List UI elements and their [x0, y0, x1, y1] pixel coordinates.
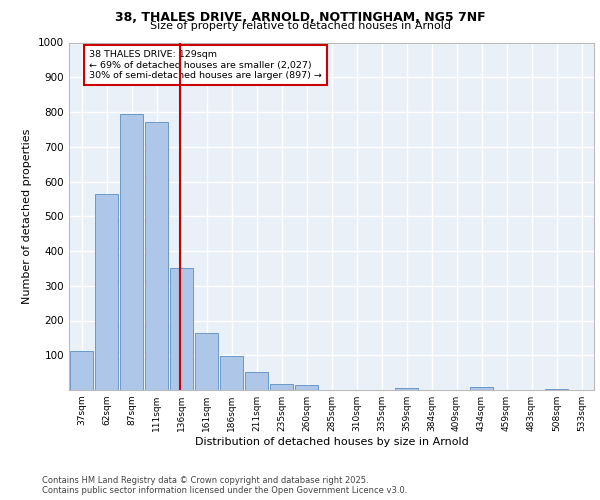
Bar [70, 350, 93, 390]
Bar [395, 388, 418, 390]
Bar [545, 389, 568, 390]
Bar [170, 268, 193, 390]
Text: Contains HM Land Registry data © Crown copyright and database right 2025.
Contai: Contains HM Land Registry data © Crown c… [42, 476, 407, 495]
Bar [295, 386, 318, 390]
Text: 38 THALES DRIVE: 129sqm
← 69% of detached houses are smaller (2,027)
30% of semi: 38 THALES DRIVE: 129sqm ← 69% of detache… [89, 50, 322, 80]
Text: Size of property relative to detached houses in Arnold: Size of property relative to detached ho… [149, 21, 451, 31]
Bar [195, 332, 218, 390]
Bar [470, 387, 493, 390]
Bar [245, 372, 268, 390]
Bar [120, 114, 143, 390]
Bar [270, 384, 293, 390]
Text: 38, THALES DRIVE, ARNOLD, NOTTINGHAM, NG5 7NF: 38, THALES DRIVE, ARNOLD, NOTTINGHAM, NG… [115, 11, 485, 24]
Bar [95, 194, 118, 390]
Bar [220, 356, 243, 390]
Bar [145, 122, 168, 390]
X-axis label: Distribution of detached houses by size in Arnold: Distribution of detached houses by size … [194, 437, 469, 447]
Y-axis label: Number of detached properties: Number of detached properties [22, 128, 32, 304]
